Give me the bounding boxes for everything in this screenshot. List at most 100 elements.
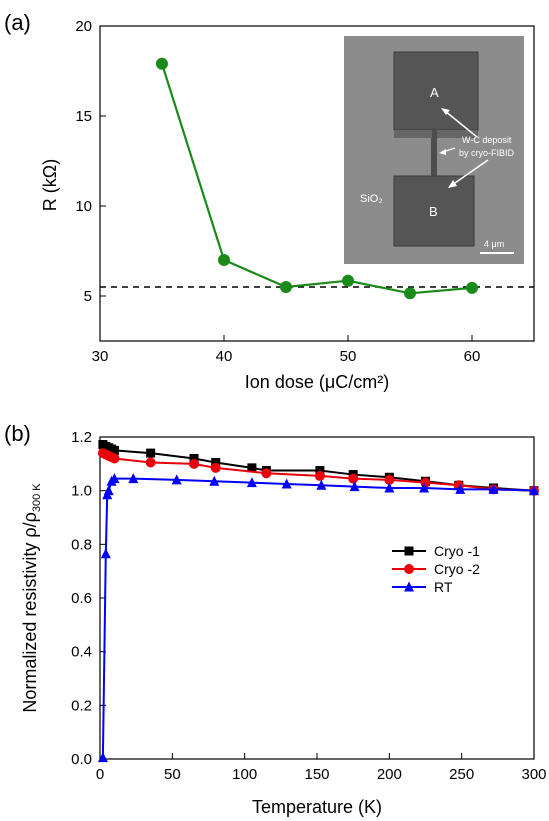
panel-b-point-cryo-1 <box>247 463 257 473</box>
legend-label-rt: RT <box>434 579 453 595</box>
panel-b-x-tick-label: 50 <box>164 766 181 783</box>
panel-b-point-cryo-1 <box>211 457 221 467</box>
panel-a-y-ticks: 5 10 15 20 <box>75 18 106 305</box>
panel-b-x-ticks: 0 50 100 150 200 250 300 <box>96 753 547 783</box>
legend-label-cryo-1: Cryo -1 <box>434 543 480 559</box>
panel-a-series <box>156 57 478 300</box>
panel-b-x-tick-label: 300 <box>521 766 546 783</box>
panel-b-point-cryo-1 <box>146 448 156 458</box>
panel-a-y-tick-label: 10 <box>75 198 92 215</box>
panel-a-data-point <box>466 281 478 294</box>
panel-a-x-axis-title: Ion dose (μC/cm²) <box>245 372 389 392</box>
panel-b-x-axis-title: Temperature (K) <box>252 797 382 817</box>
panel-b-y-tick-label: 1.2 <box>71 429 92 446</box>
panel-b: (b) 0 50 100 150 200 250 300 0.0 0.2 0.4 0.6 0.8 1.… <box>4 421 547 817</box>
inset-label-a: A <box>430 85 439 100</box>
panel-b-point-rt <box>109 473 120 484</box>
panel-a-label: (a) <box>4 10 31 35</box>
panel-b-x-tick-label: 200 <box>377 766 402 783</box>
legend-marker-rt <box>404 581 414 592</box>
inset-strip-right <box>437 130 478 138</box>
inset-label-sio2: SiO₂ <box>360 193 383 205</box>
panel-b-label: (b) <box>4 421 31 446</box>
panel-a-y-tick-label: 20 <box>75 18 92 35</box>
panel-a-x-tick-label: 60 <box>464 348 481 365</box>
panel-b-point-rt <box>100 548 111 559</box>
panel-a-data-point <box>218 254 230 266</box>
panel-b-point-cryo-2 <box>210 462 221 473</box>
panel-a-inset-micrograph: A B SiO₂ W-C deposit by cryo-FIBID 4 μm <box>344 36 524 264</box>
panel-b-y-ticks: 0.0 0.2 0.4 0.6 0.8 1.0 1.2 <box>71 429 106 768</box>
panel-b-series <box>97 440 539 763</box>
panel-a-y-axis-title: R (kΩ) <box>40 159 60 211</box>
panel-a: (a) 30 40 50 60 5 10 15 20 Ion dose (μC/cm²) R… <box>4 10 535 392</box>
inset-pad-b <box>393 175 475 247</box>
panel-b-x-tick-label: 100 <box>232 766 257 783</box>
inset-bridge <box>431 128 437 178</box>
inset-arrowhead-bridge <box>439 149 446 155</box>
panel-b-y-tick-label: 0.4 <box>71 644 92 661</box>
panel-b-x-tick-label: 150 <box>304 766 329 783</box>
panel-b-y-axis-title: Normalized resistivity ρ/ρ300 K <box>20 483 43 713</box>
panel-b-point-rt <box>103 485 114 496</box>
panel-b-point-rt <box>209 475 220 486</box>
panel-a-series-line <box>160 63 473 295</box>
panel-b-y-tick-label: 0.8 <box>71 536 92 553</box>
panel-a-data-point <box>280 281 292 293</box>
panel-b-line-rt <box>101 477 535 758</box>
panel-b-point-cryo-1 <box>109 445 119 455</box>
inset-annotation-line2: by cryo-FIBID <box>459 148 515 158</box>
panel-b-point-rt <box>246 477 257 488</box>
panel-b-point-cryo-1 <box>315 466 325 476</box>
inset-arrow-to-a <box>444 110 478 138</box>
panel-b-point-rt <box>384 482 395 493</box>
panel-b-point-cryo-2 <box>261 468 272 479</box>
panel-b-point-cryo-1 <box>189 453 199 463</box>
panel-a-x-ticks: 30 40 50 60 <box>92 335 481 365</box>
panel-b-x-tick-label: 0 <box>96 766 104 783</box>
panel-b-y-tick-label: 0.2 <box>71 697 92 714</box>
legend-marker-cryo-2 <box>404 564 414 574</box>
inset-pad-a <box>393 51 479 131</box>
panel-a-data-point <box>156 57 168 70</box>
panel-b-point-cryo-2 <box>348 473 359 484</box>
panel-b-point-rt <box>97 752 108 763</box>
panel-b-legend: Cryo -1 Cryo -2 RT <box>392 543 480 595</box>
panel-b-point-rt <box>419 482 430 493</box>
legend-label-cryo-2: Cryo -2 <box>434 561 480 577</box>
inset-arrowhead-b <box>448 180 457 188</box>
panel-b-point-cryo-2 <box>145 457 156 468</box>
panel-b-point-cryo-2 <box>109 453 120 464</box>
panel-a-x-tick-label: 40 <box>216 348 233 365</box>
panel-b-point-cryo-2 <box>314 470 325 481</box>
panel-b-point-rt <box>316 479 327 490</box>
inset-strip-top <box>394 130 432 138</box>
panel-b-point-rt <box>529 485 539 496</box>
panel-b-x-tick-label: 250 <box>449 766 474 783</box>
panel-b-point-cryo-2 <box>384 474 395 485</box>
inset-label-b: B <box>429 204 438 219</box>
panel-b-point-rt <box>455 483 466 494</box>
panel-b-y-tick-label: 0.0 <box>71 751 92 768</box>
inset-scale-bar-label: 4 μm <box>484 239 504 249</box>
panel-b-point-rt <box>349 481 360 492</box>
inset-arrow-to-b <box>451 159 489 186</box>
panel-b-point-cryo-2 <box>189 458 200 469</box>
panel-b-point-rt <box>281 478 292 489</box>
panel-b-point-rt <box>171 474 182 485</box>
panel-b-point-rt <box>128 473 139 484</box>
legend-marker-cryo-1 <box>404 546 414 556</box>
panel-a-plot-frame <box>99 25 535 342</box>
panel-b-y-tick-label: 0.6 <box>71 590 92 607</box>
panel-b-y-tick-label: 1.0 <box>71 483 92 500</box>
panel-b-point-rt <box>488 483 499 494</box>
panel-a-x-tick-label: 50 <box>340 348 357 365</box>
panel-a-y-tick-label: 5 <box>84 288 92 305</box>
inset-arrowhead-a <box>441 108 450 115</box>
panel-a-x-tick-label: 30 <box>92 348 109 365</box>
panel-a-data-point <box>342 274 354 287</box>
panel-a-data-point <box>404 287 416 300</box>
panel-a-y-tick-label: 15 <box>75 108 92 125</box>
inset-annotation-line1: W-C deposit <box>462 135 512 145</box>
